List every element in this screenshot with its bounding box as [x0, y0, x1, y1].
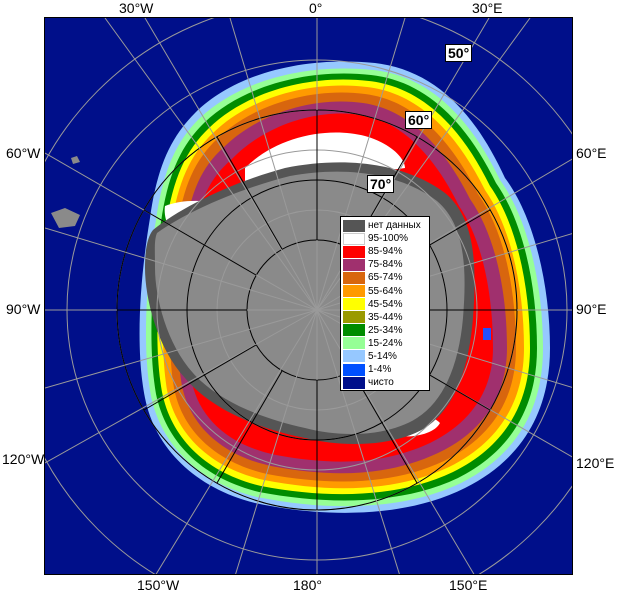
legend-item: 25-34%	[343, 324, 427, 337]
legend-item: 85-94%	[343, 245, 427, 258]
legend-label: 85-94%	[368, 246, 403, 258]
legend-item: нет данных	[343, 219, 427, 232]
lon-label-top-1: 0°	[309, 0, 323, 16]
legend-swatch	[343, 245, 365, 258]
lon-label-right-0: 60°E	[576, 145, 607, 161]
legend-label: 65-74%	[368, 272, 403, 284]
legend-swatch	[343, 337, 365, 350]
legend-swatch	[343, 298, 365, 311]
legend-item: 95-100%	[343, 232, 427, 245]
legend-swatch	[343, 232, 365, 245]
lon-label-right-2: 120°E	[576, 455, 615, 471]
legend-swatch	[343, 219, 365, 232]
legend-label: 75-84%	[368, 259, 403, 271]
lon-label-left-2: 120°W	[2, 451, 45, 467]
legend-item: 35-44%	[343, 311, 427, 324]
legend-swatch	[343, 271, 365, 284]
legend: нет данных 95-100% 85-94% 75-84% 65-74% …	[340, 216, 430, 392]
legend-label: 1-4%	[368, 364, 392, 376]
legend-swatch	[343, 376, 365, 389]
legend-swatch	[343, 324, 365, 337]
legend-item: 45-54%	[343, 298, 427, 311]
lon-label-top-2: 30°E	[472, 0, 503, 16]
legend-label: 35-44%	[368, 311, 403, 323]
legend-item: 55-64%	[343, 284, 427, 298]
legend-item: 75-84%	[343, 258, 427, 271]
legend-swatch	[343, 350, 365, 363]
lon-label-bottom-1: 180°	[293, 577, 322, 593]
map-frame	[44, 17, 573, 575]
legend-item: 15-24%	[343, 337, 427, 350]
legend-label: 5-14%	[368, 350, 397, 362]
lon-label-right-1: 90°E	[576, 301, 607, 317]
sea-ice-map	[45, 18, 572, 574]
island-land	[51, 208, 80, 228]
legend-item: 5-14%	[343, 350, 427, 363]
legend-label: 95-100%	[368, 233, 409, 245]
legend-label: 15-24%	[368, 337, 403, 349]
legend-label: 25-34%	[368, 324, 403, 336]
legend-swatch	[343, 363, 365, 376]
lon-label-left-1: 90°W	[6, 301, 41, 317]
lon-label-top-0: 30°W	[119, 0, 154, 16]
legend-label: 45-54%	[368, 298, 403, 310]
legend-swatch	[343, 311, 365, 324]
legend-item: чисто	[343, 376, 427, 389]
lat-label-2: 70°	[367, 175, 395, 193]
legend-label: нет данных	[368, 220, 421, 232]
island-land	[71, 156, 80, 164]
lon-label-bottom-2: 150°E	[449, 577, 488, 593]
legend-label: чисто	[368, 377, 394, 389]
island-land	[483, 328, 491, 340]
legend-item: 65-74%	[343, 271, 427, 284]
legend-swatch	[343, 285, 365, 298]
legend-swatch	[343, 258, 365, 271]
legend-label: 55-64%	[368, 285, 403, 297]
lat-label-0: 50°	[445, 44, 473, 62]
lon-label-bottom-0: 150°W	[137, 577, 180, 593]
lon-label-left-0: 60°W	[6, 145, 41, 161]
lat-label-1: 60°	[405, 111, 433, 129]
legend-item: 1-4%	[343, 363, 427, 376]
